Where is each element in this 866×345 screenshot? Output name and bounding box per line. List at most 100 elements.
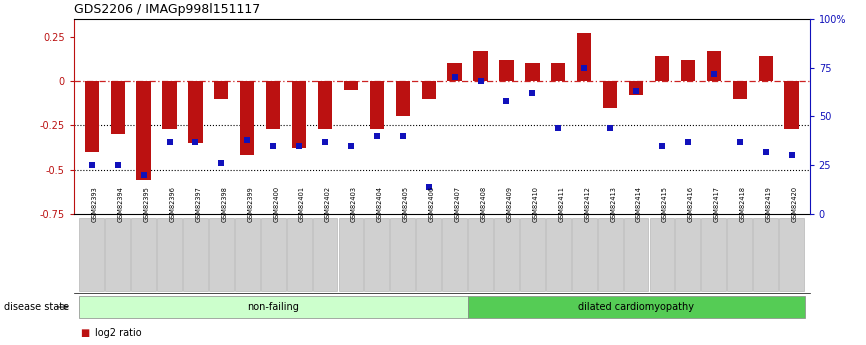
Point	[759, 149, 772, 154]
FancyBboxPatch shape	[235, 218, 260, 291]
Point	[344, 143, 358, 148]
Text: GSM82393: GSM82393	[92, 186, 98, 222]
Text: GSM82400: GSM82400	[273, 186, 279, 222]
Text: GSM82414: GSM82414	[636, 186, 642, 222]
Text: GSM82417: GSM82417	[714, 186, 720, 222]
Bar	[370, 81, 384, 129]
FancyBboxPatch shape	[494, 218, 519, 291]
Text: dilated cardiomyopathy: dilated cardiomyopathy	[578, 302, 694, 312]
Bar	[448, 63, 462, 81]
Bar	[577, 33, 591, 81]
Bar	[111, 81, 125, 134]
FancyBboxPatch shape	[391, 218, 415, 291]
Point	[163, 139, 177, 145]
Point	[500, 98, 514, 104]
Point	[578, 65, 591, 70]
FancyBboxPatch shape	[417, 218, 441, 291]
Text: GSM82398: GSM82398	[222, 186, 228, 222]
FancyBboxPatch shape	[546, 218, 571, 291]
Text: log2 ratio: log2 ratio	[95, 328, 142, 338]
Point	[85, 162, 99, 168]
Text: GSM82415: GSM82415	[662, 186, 668, 222]
Bar	[681, 60, 695, 81]
Point	[785, 153, 798, 158]
FancyBboxPatch shape	[79, 296, 468, 318]
Point	[111, 162, 125, 168]
Bar	[474, 51, 488, 81]
FancyBboxPatch shape	[339, 218, 364, 291]
FancyBboxPatch shape	[80, 218, 104, 291]
FancyBboxPatch shape	[365, 218, 390, 291]
FancyBboxPatch shape	[650, 218, 675, 291]
Point	[629, 88, 643, 94]
Bar	[137, 81, 151, 180]
Bar	[655, 56, 669, 81]
Text: GSM82401: GSM82401	[299, 186, 305, 222]
Text: GSM82403: GSM82403	[351, 186, 357, 222]
Text: ■: ■	[81, 328, 90, 338]
Text: GSM82402: GSM82402	[325, 186, 331, 222]
FancyBboxPatch shape	[727, 218, 753, 291]
Text: GSM82412: GSM82412	[585, 186, 591, 222]
Bar	[551, 63, 565, 81]
Point	[370, 133, 384, 139]
Point	[422, 184, 436, 189]
Text: GSM82407: GSM82407	[455, 186, 461, 222]
Text: GSM82404: GSM82404	[377, 186, 383, 222]
Point	[318, 139, 332, 145]
Text: GSM82395: GSM82395	[144, 186, 150, 222]
Text: GSM82410: GSM82410	[533, 186, 539, 222]
Text: GSM82411: GSM82411	[559, 186, 565, 222]
Text: GSM82406: GSM82406	[429, 186, 435, 222]
Point	[292, 143, 306, 148]
FancyBboxPatch shape	[779, 218, 804, 291]
FancyBboxPatch shape	[624, 218, 649, 291]
Point	[526, 90, 540, 96]
Point	[189, 139, 203, 145]
Text: GSM82413: GSM82413	[611, 186, 616, 222]
Text: GSM82399: GSM82399	[248, 186, 253, 222]
FancyBboxPatch shape	[183, 218, 208, 291]
Text: GSM82405: GSM82405	[403, 186, 409, 222]
Point	[552, 125, 565, 131]
FancyBboxPatch shape	[598, 218, 623, 291]
Text: GSM82420: GSM82420	[792, 186, 798, 222]
Bar	[422, 81, 436, 99]
Text: GSM82418: GSM82418	[740, 186, 746, 222]
Bar	[500, 60, 514, 81]
Bar	[733, 81, 746, 99]
FancyBboxPatch shape	[261, 218, 286, 291]
Text: disease state: disease state	[4, 302, 69, 312]
FancyBboxPatch shape	[157, 218, 182, 291]
FancyBboxPatch shape	[131, 218, 156, 291]
Bar	[526, 63, 540, 81]
Bar	[188, 81, 203, 143]
FancyBboxPatch shape	[468, 296, 805, 318]
Bar	[707, 51, 721, 81]
FancyBboxPatch shape	[753, 218, 778, 291]
Text: GSM82394: GSM82394	[118, 186, 124, 222]
Point	[733, 139, 746, 145]
Point	[655, 143, 669, 148]
FancyBboxPatch shape	[675, 218, 701, 291]
Text: GSM82416: GSM82416	[688, 186, 694, 222]
Point	[215, 160, 229, 166]
Text: GSM82396: GSM82396	[170, 186, 176, 222]
Bar	[396, 81, 410, 117]
Bar	[629, 81, 643, 95]
FancyBboxPatch shape	[287, 218, 312, 291]
FancyBboxPatch shape	[572, 218, 597, 291]
Bar	[603, 81, 617, 108]
Point	[241, 137, 255, 142]
Point	[707, 71, 721, 76]
Bar	[163, 81, 177, 129]
Point	[396, 133, 410, 139]
Bar	[240, 81, 255, 156]
Bar	[759, 56, 772, 81]
Text: non-failing: non-failing	[248, 302, 299, 312]
FancyBboxPatch shape	[313, 218, 338, 291]
FancyBboxPatch shape	[469, 218, 493, 291]
Point	[137, 172, 151, 178]
Bar	[344, 81, 358, 90]
Bar	[292, 81, 307, 148]
